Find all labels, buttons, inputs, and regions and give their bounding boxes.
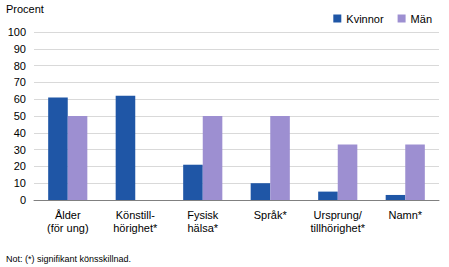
svg-text:Språk*: Språk* <box>254 209 288 221</box>
svg-text:100: 100 <box>8 26 26 38</box>
svg-text:90: 90 <box>14 43 26 55</box>
svg-text:80: 80 <box>14 60 26 72</box>
svg-text:Ålder: Ålder <box>55 209 81 221</box>
svg-text:20: 20 <box>14 160 26 172</box>
svg-text:tillhörighet*: tillhörighet* <box>311 222 366 234</box>
svg-text:30: 30 <box>14 144 26 156</box>
svg-text:Män: Män <box>411 13 432 25</box>
svg-text:Kvinnor: Kvinnor <box>346 13 384 25</box>
svg-text:60: 60 <box>14 93 26 105</box>
svg-text:40: 40 <box>14 127 26 139</box>
svg-text:(för ung): (för ung) <box>47 222 89 234</box>
svg-text:10: 10 <box>14 177 26 189</box>
svg-text:50: 50 <box>14 110 26 122</box>
svg-text:Not: (*) signifikant könsskill: Not: (*) signifikant könsskillnad. <box>6 254 131 264</box>
svg-text:Namn*: Namn* <box>388 209 422 221</box>
svg-text:Fysisk: Fysisk <box>187 209 219 221</box>
svg-text:hörighet*: hörighet* <box>113 222 158 234</box>
svg-text:70: 70 <box>14 76 26 88</box>
svg-text:0: 0 <box>20 194 26 206</box>
svg-text:Procent: Procent <box>6 3 44 15</box>
svg-text:Ursprung/: Ursprung/ <box>314 209 363 221</box>
svg-text:Könstill-: Könstill- <box>116 209 155 221</box>
svg-text:hälsa*: hälsa* <box>187 222 218 234</box>
